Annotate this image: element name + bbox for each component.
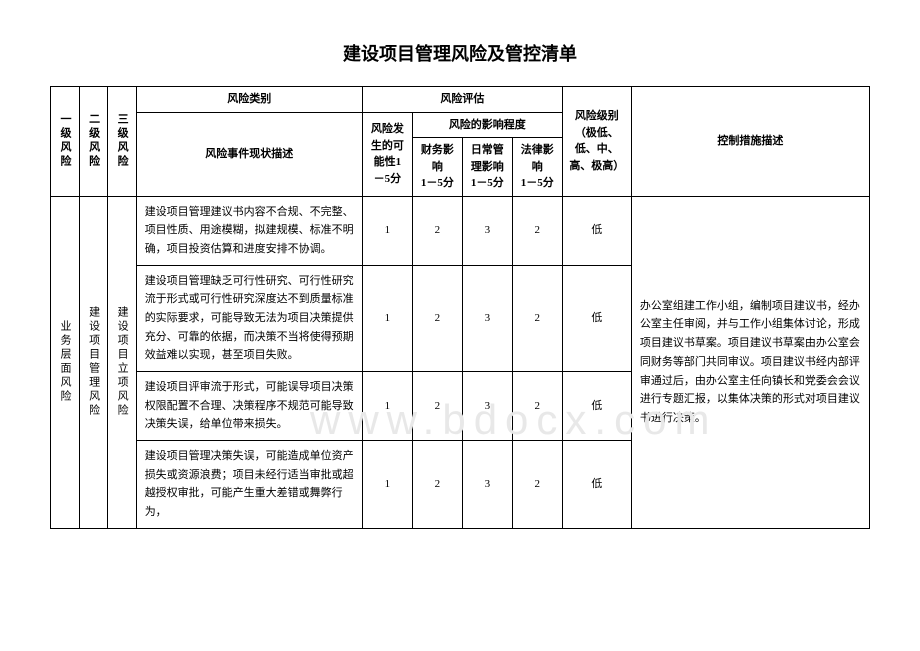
fin-cell: 2 [412,372,462,441]
risk-table: 一级风险 二级风险 三级风险 风险类别 风险评估 风险级别（极低、低、中、高、极… [50,86,870,529]
level-cell: 低 [562,372,631,441]
fin-cell: 2 [412,441,462,529]
header-impact: 风险的影响程度 [412,112,562,138]
fin-cell: 2 [412,265,462,371]
level-cell: 低 [562,196,631,265]
legal-cell: 2 [512,265,562,371]
legal-cell: 2 [512,372,562,441]
desc-cell: 建设项目管理缺乏可行性研究、可行性研究流于形式或可行性研究深度达不到质量标准的实… [136,265,362,371]
level-cell: 低 [562,441,631,529]
l2-cell: 建设项目管理风险 [79,196,108,528]
header-l3: 三级风险 [108,87,137,197]
control-cell: 办公室组建工作小组，编制项目建议书，经办公室主任审阅，并与工作小组集体讨论，形成… [631,196,869,528]
header-financial: 财务影响1－5分 [412,138,462,197]
header-assessment: 风险评估 [362,87,562,113]
header-legal: 法律影响1－5分 [512,138,562,197]
prob-cell: 1 [362,265,412,371]
header-l2: 二级风险 [79,87,108,197]
table-row: 业务层面风险 建设项目管理风险 建设项目立项风险 建设项目管理建议书内容不合规、… [51,196,870,265]
prob-cell: 1 [362,196,412,265]
header-event-desc: 风险事件现状描述 [136,112,362,196]
table-wrapper: www.bdocx.com 一级风险 二级风险 三级风险 风险类别 风险评估 风… [50,86,870,529]
desc-cell: 建设项目管理决策失误，可能造成单位资产损失或资源浪费；项目未经行适当审批或超越授… [136,441,362,529]
prob-cell: 1 [362,372,412,441]
header-l1: 一级风险 [51,87,80,197]
legal-cell: 2 [512,196,562,265]
header-daily: 日常管理影响1－5分 [462,138,512,197]
page-title: 建设项目管理风险及管控清单 [50,40,870,66]
header-control: 控制措施描述 [631,87,869,197]
daily-cell: 3 [462,265,512,371]
prob-cell: 1 [362,441,412,529]
desc-cell: 建设项目管理建议书内容不合规、不完整、项目性质、用途模糊，拟建规模、标准不明确，… [136,196,362,265]
header-category: 风险类别 [136,87,362,113]
daily-cell: 3 [462,372,512,441]
desc-cell: 建设项目评审流于形式，可能误导项目决策权限配置不合理、决策程序不规范可能导致决策… [136,372,362,441]
legal-cell: 2 [512,441,562,529]
fin-cell: 2 [412,196,462,265]
header-level: 风险级别（极低、低、中、高、极高） [562,87,631,197]
daily-cell: 3 [462,196,512,265]
l3-cell: 建设项目立项风险 [108,196,137,528]
header-row-1: 一级风险 二级风险 三级风险 风险类别 风险评估 风险级别（极低、低、中、高、极… [51,87,870,113]
level-cell: 低 [562,265,631,371]
header-probability: 风险发生的可能性1－5分 [362,112,412,196]
l1-cell: 业务层面风险 [51,196,80,528]
daily-cell: 3 [462,441,512,529]
